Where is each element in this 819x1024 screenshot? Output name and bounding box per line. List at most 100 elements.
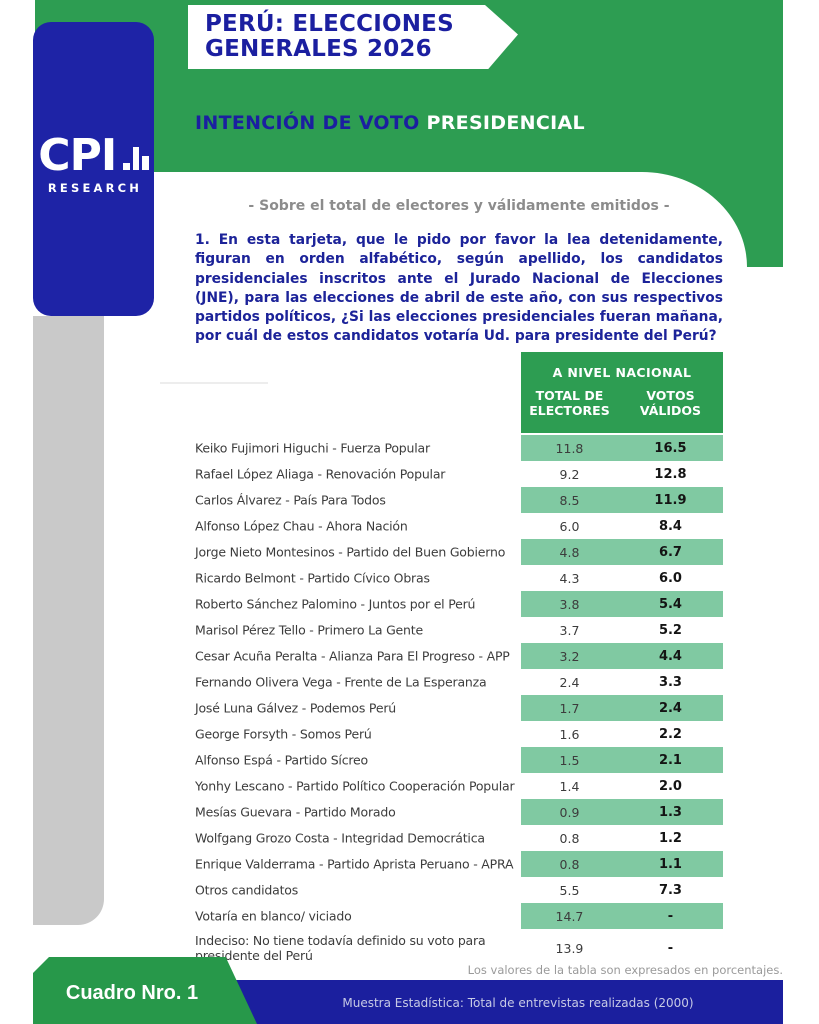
row-values: 13.9 - <box>521 929 723 967</box>
row-values: 8.5 11.9 <box>521 487 723 513</box>
row-values: 1.4 2.0 <box>521 773 723 799</box>
cpi-logo: CPI <box>33 22 154 178</box>
votos-validos-value: - <box>667 940 674 956</box>
table-row: Marisol Pérez Tello - Primero La Gente 3.… <box>195 617 723 643</box>
table-body: Keiko Fujimori Higuchi - Fuerza Popular 1… <box>195 435 723 967</box>
total-electores-value: 8.5 <box>559 492 580 508</box>
percentages-note: Los valores de la tabla son expresados e… <box>467 963 783 977</box>
total-electores-value: 1.7 <box>559 700 580 716</box>
total-electores-value: 1.6 <box>559 726 580 742</box>
votos-validos-value: 2.4 <box>658 700 682 716</box>
total-electores-value: 9.2 <box>559 466 580 482</box>
total-electores-value: 13.9 <box>555 940 584 956</box>
total-electores-value: 2.4 <box>559 674 580 690</box>
candidate-label: José Luna Gálvez - Podemos Perú <box>195 700 396 716</box>
table-row: Keiko Fujimori Higuchi - Fuerza Popular 1… <box>195 435 723 461</box>
table-header: A NIVEL NACIONAL TOTAL DE ELECTORES VOTO… <box>521 352 723 433</box>
candidate-label: Alfonso López Chau - Ahora Nación <box>195 518 408 534</box>
total-electores-value: 0.8 <box>559 830 580 846</box>
row-values: 6.0 8.4 <box>521 513 723 539</box>
row-values: 11.8 16.5 <box>521 435 723 461</box>
row-values: 0.8 1.1 <box>521 851 723 877</box>
row-values: 5.5 7.3 <box>521 877 723 903</box>
candidate-label: Carlos Álvarez - País Para Todos <box>195 492 386 508</box>
table-row: Roberto Sánchez Palomino - Juntos por el… <box>195 591 723 617</box>
candidate-label: Rafael López Aliaga - Renovación Popular <box>195 466 446 482</box>
candidate-label: Yonhy Lescano - Partido Político Coopera… <box>195 778 515 794</box>
votos-validos-value: 2.0 <box>658 778 682 794</box>
total-electores-value: 3.7 <box>559 622 580 638</box>
votos-validos-value: 11.9 <box>654 492 687 508</box>
votos-validos-value: 6.0 <box>658 570 682 586</box>
table-scope-header: A NIVEL NACIONAL <box>552 365 692 380</box>
row-values: 9.2 12.8 <box>521 461 723 487</box>
total-electores-value: 0.8 <box>559 856 580 872</box>
candidate-label: Cesar Acuña Peralta - Alianza Para El Pr… <box>195 648 510 664</box>
row-values: 3.7 5.2 <box>521 617 723 643</box>
votos-validos-value: 5.4 <box>658 596 682 612</box>
votos-validos-value: 3.3 <box>658 674 682 690</box>
total-electores-value: 5.5 <box>559 882 580 898</box>
column-header-votos-validos: VOTOS VÁLIDOS <box>639 388 702 418</box>
table-column-headers: TOTAL DE ELECTORES VOTOS VÁLIDOS <box>521 388 723 419</box>
cpi-brand-card: CPI RESEARCH <box>33 22 154 316</box>
table-row: Votaría en blanco/ viciado 14.7 - <box>195 903 723 929</box>
votos-validos-value: 1.1 <box>658 856 682 872</box>
total-electores-value: 6.0 <box>559 518 580 534</box>
table-row: Ricardo Belmont - Partido Cívico Obras 4.… <box>195 565 723 591</box>
candidate-label: Alfonso Espá - Partido Sícreo <box>195 752 368 768</box>
votos-validos-value: 1.2 <box>658 830 682 846</box>
table-row: Carlos Álvarez - País Para Todos 8.5 11.9 <box>195 487 723 513</box>
total-electores-value: 1.4 <box>559 778 580 794</box>
total-electores-value: 11.8 <box>555 440 584 456</box>
candidate-label: Jorge Nieto Montesinos - Partido del Bue… <box>195 544 506 560</box>
row-values: 3.2 4.4 <box>521 643 723 669</box>
candidate-label: Marisol Pérez Tello - Primero La Gente <box>195 622 423 638</box>
title-line-2: GENERALES 2026 <box>205 36 432 62</box>
candidate-label: Wolfgang Grozo Costa - Integridad Democr… <box>195 830 485 846</box>
survey-question: 1. En esta tarjeta, que le pido por favo… <box>195 232 723 345</box>
divider-line <box>160 382 268 384</box>
row-values: 3.8 5.4 <box>521 591 723 617</box>
candidate-label: George Forsyth - Somos Perú <box>195 726 372 742</box>
total-electores-value: 0.9 <box>559 804 580 820</box>
candidate-label: Enrique Valderrama - Partido Aprista Per… <box>195 856 514 872</box>
row-values: 2.4 3.3 <box>521 669 723 695</box>
row-values: 0.8 1.2 <box>521 825 723 851</box>
table-row: José Luna Gálvez - Podemos Perú 1.7 2.4 <box>195 695 723 721</box>
cpi-research-label: RESEARCH <box>47 181 143 195</box>
votos-validos-value: 8.4 <box>658 518 682 534</box>
votos-validos-value: - <box>667 908 674 924</box>
votos-validos-value: 7.3 <box>658 882 682 898</box>
votos-validos-value: 5.2 <box>658 622 682 638</box>
candidate-label: Votaría en blanco/ viciado <box>195 908 352 924</box>
votos-validos-value: 2.1 <box>658 752 682 768</box>
table-row: Enrique Valderrama - Partido Aprista Per… <box>195 851 723 877</box>
total-electores-value: 3.2 <box>559 648 580 664</box>
heading-blue-part: INTENCIÓN DE VOTO <box>195 112 420 134</box>
votos-validos-value: 4.4 <box>658 648 682 664</box>
table-row: Mesías Guevara - Partido Morado 0.9 1.3 <box>195 799 723 825</box>
section-heading: INTENCIÓN DE VOTO PRESIDENCIAL <box>195 112 585 134</box>
table-row: George Forsyth - Somos Perú 1.6 2.2 <box>195 721 723 747</box>
table-row: Alfonso Espá - Partido Sícreo 1.5 2.1 <box>195 747 723 773</box>
scope-subtitle: - Sobre el total de electores y válidame… <box>248 198 670 214</box>
row-values: 4.3 6.0 <box>521 565 723 591</box>
total-electores-value: 4.3 <box>559 570 580 586</box>
row-values: 14.7 - <box>521 903 723 929</box>
row-values: 1.6 2.2 <box>521 721 723 747</box>
total-electores-value: 1.5 <box>559 752 580 768</box>
candidate-label: Otros candidatos <box>195 882 299 898</box>
table-row: Fernando Olivera Vega - Frente de La Esp… <box>195 669 723 695</box>
row-values: 1.5 2.1 <box>521 747 723 773</box>
votos-validos-value: 6.7 <box>658 544 682 560</box>
candidate-label: Mesías Guevara - Partido Morado <box>195 804 396 820</box>
candidate-label: Roberto Sánchez Palomino - Juntos por el… <box>195 596 476 612</box>
title-arrow-banner: PERÚ: ELECCIONES GENERALES 2026 <box>188 5 518 69</box>
candidate-label: Fernando Olivera Vega - Frente de La Esp… <box>195 674 487 690</box>
heading-white-part: PRESIDENCIAL <box>426 112 585 134</box>
sample-size-note: Muestra Estadística: Total de entrevista… <box>342 996 694 1010</box>
table-row: Jorge Nieto Montesinos - Partido del Bue… <box>195 539 723 565</box>
total-electores-value: 14.7 <box>555 908 584 924</box>
